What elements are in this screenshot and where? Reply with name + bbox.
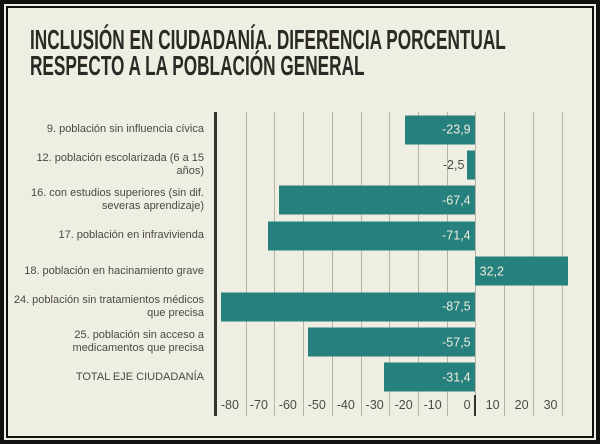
bar-track: -71,4 [214, 218, 576, 253]
gridline [331, 112, 333, 416]
bar-value-label: -31,4 [442, 370, 471, 385]
category-label: 12. población escolarizada (6 a 15 años) [36, 152, 204, 178]
chart-row: 17. población en infravivienda -71,4 [8, 218, 576, 253]
x-tick-label: 20 [514, 398, 529, 413]
bar-value-label: 32,2 [479, 264, 504, 279]
gridline [360, 112, 362, 416]
category-label: 18. población en hacinamiento grave [24, 264, 204, 277]
chart-row: 9. población sin influencia cívica -23,9 [8, 112, 576, 147]
bar-track: -2,5 [214, 147, 576, 182]
x-tick-label: -30 [365, 398, 384, 413]
zero-axis-line [474, 395, 477, 416]
bar: -71,4 [267, 221, 475, 251]
inner-frame: INCLUSIÓN EN CIUDADANÍA. DIFERENCIA PORC… [6, 6, 594, 438]
bar-value-label: -57,5 [442, 335, 471, 350]
bar-value-label: -87,5 [442, 299, 471, 314]
chart-row: TOTAL EJE CIUDADANÍA -31,4 [8, 360, 576, 395]
chart-row: 16. con estudios superiores (sin dif. se… [8, 183, 576, 218]
x-tick-label: 10 [485, 398, 500, 413]
bar-value-label: -23,9 [442, 122, 471, 137]
bar-track: -23,9 [214, 112, 576, 147]
chart-title-line-1: INCLUSIÓN EN CIUDADANÍA. DIFERENCIA PORC… [30, 25, 506, 56]
bar-value-label: -2,5 [442, 158, 465, 173]
bar: -23,9 [405, 115, 475, 145]
bar-track: -57,5 [214, 324, 576, 359]
bar: 32,2 [474, 256, 568, 286]
gridline [389, 112, 391, 416]
bar-track: -87,5 [214, 289, 576, 324]
gridline [418, 112, 420, 416]
bar-chart: 9. población sin influencia cívica -23,9 1… [8, 112, 592, 422]
bar-value-label: -67,4 [442, 193, 471, 208]
category-label: 17. población en infravivienda [58, 229, 204, 242]
chart-row: 18. población en hacinamiento grave 32,2 [8, 254, 576, 289]
category-label: TOTAL EJE CIUDADANÍA [75, 370, 204, 383]
bar-value-label: -71,4 [442, 228, 471, 243]
bar-track: 32,2 [214, 254, 576, 289]
bar-track: -67,4 [214, 183, 576, 218]
x-tick-label: -10 [423, 398, 442, 413]
x-tick-label: -60 [278, 398, 297, 413]
category-label: 9. población sin influencia cívica [46, 123, 204, 136]
bar-track: -31,4 [214, 360, 576, 395]
chart-row: 24. población sin tratamientos médicos q… [8, 289, 576, 324]
bar: -67,4 [279, 185, 475, 215]
gridline [274, 112, 276, 416]
x-tick-label: 0 [463, 398, 471, 413]
x-tick-label: -50 [307, 398, 326, 413]
bar: -31,4 [383, 362, 475, 392]
outer-frame: INCLUSIÓN EN CIUDADANÍA. DIFERENCIA PORC… [4, 4, 596, 440]
x-tick-label: -20 [394, 398, 413, 413]
x-tick-label: -80 [220, 398, 239, 413]
chart-row: 25. población sin acceso a medicamentos … [8, 324, 576, 359]
bar-rows: 9. población sin influencia cívica -23,9 1… [8, 112, 576, 395]
gridline [245, 112, 247, 416]
gridline [446, 112, 448, 416]
chart-row: 12. población escolarizada (6 a 15 años)… [8, 147, 576, 182]
x-tick-label: 30 [543, 398, 558, 413]
chart-title-line-2: RESPECTO A LA POBLACIÓN GENERAL [30, 51, 365, 82]
x-tick-label: -70 [249, 398, 268, 413]
bar: -57,5 [308, 327, 475, 357]
category-label: 16. con estudios superiores (sin dif. se… [30, 187, 204, 213]
chart-title: INCLUSIÓN EN CIUDADANÍA. DIFERENCIA PORC… [8, 8, 592, 104]
category-label: 24. población sin tratamientos médicos q… [13, 293, 204, 319]
bar [467, 150, 475, 180]
gridline [303, 112, 305, 416]
bar: -87,5 [221, 292, 475, 322]
x-axis: -80 -70 -60 -50 -40 -30 -20 -10 0 10 20 30 [214, 395, 576, 421]
category-label: 25. población sin acceso a medicamentos … [72, 329, 204, 355]
x-tick-label: -40 [336, 398, 355, 413]
